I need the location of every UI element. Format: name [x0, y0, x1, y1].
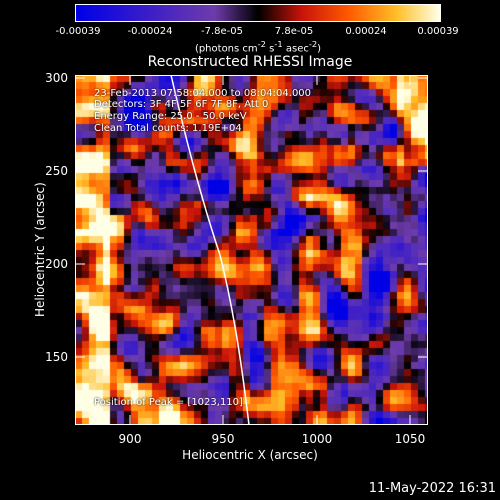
x-axis-label: Heliocentric X (arcsec)	[182, 448, 318, 462]
plot-frame	[75, 75, 428, 425]
solar-limb-line	[170, 75, 250, 425]
info-time-range: 23-Feb-2013 07:58:04.000 to 08:04:04.000	[94, 88, 312, 99]
x-tick-label: 1050	[394, 432, 426, 446]
x-tick-label: 950	[211, 432, 235, 446]
info-energy: Energy Range: 25.0 - 50.0 keV	[94, 111, 247, 122]
colorbar	[75, 4, 441, 22]
colorbar-tick: 0.00039	[417, 26, 459, 37]
y-tick-label: 200	[45, 257, 68, 271]
info-peak: Position of Peak = [1023,110]	[94, 397, 243, 408]
x-tick-label: 1000	[301, 432, 333, 446]
colorbar-units: (photons cm-2 s-1 asec-2)	[194, 39, 322, 55]
timestamp: 11-May-2022 16:31	[368, 481, 496, 496]
y-tick-label: 300	[45, 71, 68, 85]
info-detectors: Detectors: 3F 4F 5F 6F 7F 8F, Att 0	[94, 99, 269, 110]
info-clean: Clean Total counts: 1.19E+04	[94, 123, 242, 134]
y-tick-label: 150	[45, 350, 68, 364]
plot-overlay	[75, 75, 428, 425]
colorbar-tick: 0.00024	[345, 26, 387, 37]
colorbar-tick: -7.8e-05	[201, 26, 243, 37]
colorbar-tick: 7.8e-05	[274, 26, 314, 37]
x-tick-label: 900	[118, 432, 142, 446]
y-tick-label: 250	[45, 164, 68, 178]
colorbar-tick: -0.00039	[55, 26, 101, 37]
colorbar-tick: -0.00024	[127, 26, 173, 37]
rhessi-image	[75, 75, 428, 425]
y-axis-label: Heliocentric Y (arcsec)	[33, 182, 47, 317]
plot-title: Reconstructed RHESSI Image	[147, 54, 353, 70]
